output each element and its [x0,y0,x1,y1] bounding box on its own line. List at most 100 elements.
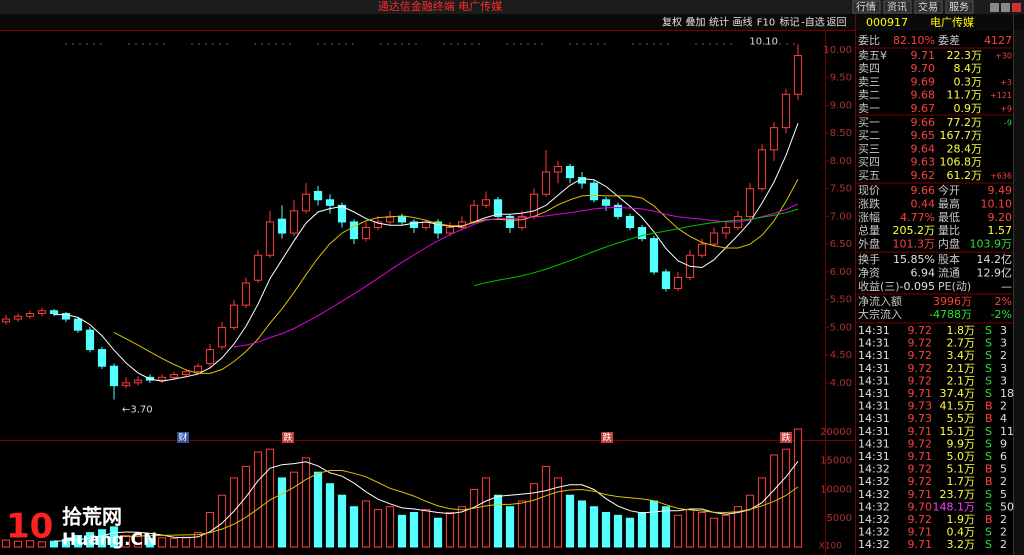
trade-time: 14:32 [858,475,890,488]
info-dot [450,43,452,45]
event-marker[interactable] [177,432,189,443]
volume-bar [421,509,431,548]
toolbar-button[interactable]: F10 [757,18,775,29]
toolbar-button[interactable]: -自选 [801,16,825,29]
info-dot [275,43,277,45]
menu-label[interactable]: 资讯 [887,2,907,14]
trade-price: 9.73 [908,412,933,425]
info-dot [513,43,515,45]
info-dot [345,43,347,45]
trade-time: 14:32 [858,463,890,476]
flow-value: -4788万 [929,308,972,321]
flow-label: 大宗流入 [858,307,902,321]
trade-volume: 0.4万 [947,526,976,539]
candle-body [661,271,671,290]
y-tick-label: 4.00 [830,378,852,389]
event-label[interactable]: 跌 [602,433,611,444]
stat-label: 最低 [938,211,960,224]
candle-body [169,374,179,378]
event-label[interactable]: 跌 [283,433,292,444]
candle-body [217,326,227,348]
volume-bar [181,536,191,548]
trade-side: B [985,412,993,425]
trade-side: S [985,324,992,337]
candle-body [613,204,623,217]
toolbar-button[interactable]: 统计 [709,16,729,29]
trade-price: 9.72 [908,513,933,526]
volume-bar [649,500,659,548]
event-label[interactable]: 财 [178,432,187,444]
stat-label: 量比 [938,224,960,237]
y-tick-label: 10.00 [823,45,852,56]
stock-name: 电广传媒 [930,16,974,29]
trade-time: 14:31 [858,400,890,413]
menu-button[interactable] [883,0,912,14]
trade-count: 2 [1000,475,1007,488]
order-price: 9.63 [911,156,936,169]
trade-time: 14:31 [858,374,890,387]
order-label: 买一 [858,116,880,129]
y-tick-label: 7.00 [830,211,852,222]
stat-value: 1.57 [988,224,1013,237]
trade-count: 2 [1000,538,1007,551]
menu-button[interactable] [852,0,881,14]
stat-value: 10.10 [981,197,1013,210]
trade-time: 14:31 [858,324,890,337]
menu-label[interactable]: 行情 [856,1,876,14]
stat-label: 今开 [938,183,960,197]
order-volume: 61.2万 [947,169,983,182]
volume-bar [121,534,131,548]
stat-value: — [1001,280,1012,293]
order-volume: 0.9万 [954,102,983,115]
toolbar-button[interactable]: 叠加 [686,17,706,29]
trade-time: 14:32 [858,488,890,501]
y-tick-label: 7.50 [830,184,852,195]
info-dot [590,43,592,45]
volume-bar [553,477,563,548]
toolbar-button[interactable]: 标记 [780,17,800,29]
trade-count: 3 [1000,374,1007,387]
toolbar-button[interactable]: 复权 [662,16,682,29]
order-price: 9.64 [911,142,936,155]
info-dot [478,43,480,45]
info-dot [324,43,326,45]
menu-button[interactable] [945,0,974,14]
trade-side: S [985,526,992,539]
info-dot [100,43,102,45]
event-marker[interactable] [282,432,294,443]
info-dot [65,43,67,45]
info-dot [632,43,634,45]
event-label[interactable]: 跌 [781,433,790,444]
order-volume: 22.3万 [947,49,983,62]
candle-body [697,243,707,256]
event-marker[interactable] [780,432,792,443]
toolbar-button[interactable]: 返回 [827,17,847,29]
trade-side: S [985,538,992,551]
toolbar-button[interactable]: 画线 [733,16,753,29]
low-label: ←3.70 [122,404,153,415]
flow-percent: -2% [991,308,1012,321]
info-dot [576,43,578,45]
candle-body [757,149,767,190]
trade-price: 9.71 [908,425,933,438]
window-control[interactable] [1001,3,1010,12]
info-dot [779,43,781,45]
menu-label[interactable]: 交易 [918,1,938,14]
candle-body [277,218,287,234]
volume-bar [361,500,371,548]
order-volume: 0.3万 [954,75,983,88]
candle-body [373,221,383,229]
event-marker[interactable] [601,432,613,443]
window-control[interactable] [1012,3,1021,12]
info-dot [142,43,144,45]
menu-label[interactable]: 服务 [949,1,969,14]
volume-bar [493,494,503,548]
window-control[interactable] [990,3,999,12]
stat-value: 9.49 [988,184,1013,197]
candle-body [25,313,35,317]
candle-body [241,282,251,306]
info-dot [408,43,410,45]
menu-button[interactable] [914,0,943,14]
